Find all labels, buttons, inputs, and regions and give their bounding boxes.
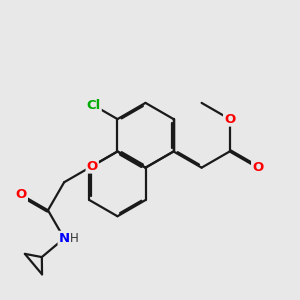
Text: O: O <box>224 112 235 126</box>
Text: N: N <box>58 232 70 245</box>
Text: O: O <box>16 188 27 201</box>
Text: O: O <box>87 160 98 172</box>
Text: Cl: Cl <box>86 99 101 112</box>
Text: O: O <box>252 161 263 174</box>
Text: H: H <box>70 232 79 245</box>
